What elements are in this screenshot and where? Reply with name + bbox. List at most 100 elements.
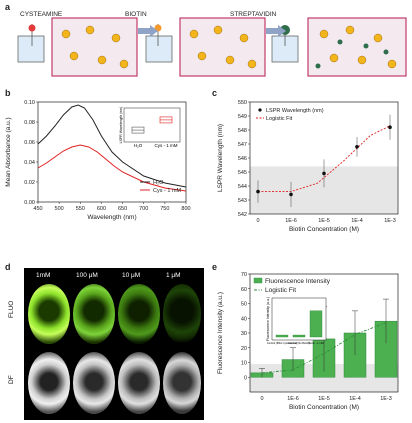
x-tick-label: 1E-5 [318, 218, 330, 224]
fluo-image-1um [163, 284, 201, 344]
y-tick-label: 40 [241, 316, 247, 322]
micrograph-grid: 1mM 100 μM 10 μM 1 μM [24, 268, 204, 420]
legend-entry: Cys - 1 mM [153, 188, 182, 194]
df-image-100um [73, 352, 115, 414]
x-tick-label: 600 [97, 206, 106, 212]
conc-label-1: 1mM [36, 272, 51, 279]
x-axis-label: Wavelength (nm) [87, 214, 136, 221]
inset-frame [123, 107, 181, 143]
inset-category-label: Biotin - 1 mM [308, 341, 323, 345]
series-line-h2o [37, 104, 187, 188]
x-tick-label: 1E-3 [384, 218, 396, 224]
y-axis-label: Fluorescence Intensity (a.u.) [217, 292, 224, 374]
df-image-10um [118, 352, 160, 414]
panel-b-letter: b [5, 88, 11, 98]
logistic-fit-line [258, 125, 391, 193]
y-tick-label: 10 [241, 361, 247, 367]
data-point [355, 145, 359, 149]
data-point [322, 171, 326, 176]
beaker-3 [271, 25, 299, 63]
x-tick-label: 1E-6 [287, 396, 299, 402]
panel-e-letter: e [212, 262, 218, 272]
row-label-fluo: FLUO [8, 300, 15, 318]
x-tick-label: 1E-4 [349, 396, 361, 402]
x-tick-label: 700 [139, 206, 148, 212]
panel-c-letter: c [212, 88, 218, 98]
inset-y-label: LSPR Wavelength (nm) [119, 107, 123, 144]
y-tick-label: 546 [238, 156, 247, 162]
y-tick-label: 0.08 [24, 120, 35, 126]
y-tick-label: 543 [238, 198, 247, 204]
row-label-df: DF [8, 375, 15, 384]
y-tick-label: 70 [241, 272, 247, 278]
x-tick-label: 800 [181, 206, 190, 212]
data-point [256, 189, 260, 194]
y-tick-label: 0.06 [24, 140, 35, 146]
y-tick-label: 60 [241, 287, 247, 293]
y-tick-label: 545 [238, 170, 247, 176]
df-image-1mm [28, 352, 70, 414]
fluo-image-100um [73, 284, 115, 344]
chart-e: 0 10 20 30 40 50 60 70 0 1E-6 1E-5 1E-4 1E-3 Biotin C… [217, 272, 399, 411]
x-tick-label: 1E-6 [285, 218, 297, 224]
chart-b: 450 500 550 600 650 700 750 800 0.00 0.02 0.04 0.06… [5, 100, 191, 221]
conc-label-4: 1 μM [166, 272, 181, 279]
y-tick-label: 544 [238, 184, 247, 190]
y-tick-label: 542 [238, 212, 247, 218]
x-tick-label: 1E-4 [351, 218, 363, 224]
y-tick-label: 0.04 [24, 160, 35, 166]
step-cysteamine-label: CYSTEAMINE [20, 11, 63, 18]
y-tick-label: 20 [241, 346, 247, 352]
x-tick-label: 0 [256, 218, 259, 224]
legend-entry: H₂O [153, 180, 164, 186]
inset-y-label: Fluorescence Intensity (a.u.) [266, 297, 270, 341]
x-tick-label: 750 [160, 206, 169, 212]
inset-category-label: Cys - 1 mM [155, 143, 178, 148]
beaker-2 [145, 24, 173, 63]
x-tick-label: 0 [260, 396, 263, 402]
legend-bar-swatch [253, 277, 263, 284]
data-point [388, 125, 392, 129]
legend-entry: Fluorescence Intensity [265, 278, 331, 285]
y-tick-label: 0.10 [24, 100, 35, 106]
x-tick-label: 1E-3 [380, 396, 392, 402]
y-tick-label: 30 [241, 331, 247, 337]
y-axis-label: LSPR Wavelength (nm) [217, 124, 224, 192]
x-tick-label: 500 [55, 206, 64, 212]
fluo-image-10um [118, 284, 160, 344]
series-line-cys [37, 144, 187, 192]
legend-entry: Logistic Fit [265, 287, 296, 294]
conc-label-3: 10 μM [122, 272, 141, 279]
y-tick-label: 0 [244, 375, 247, 381]
step-biotin-label: BIOTIN [125, 11, 147, 18]
y-tick-label: 0.02 [24, 180, 35, 186]
legend-point-swatch [258, 108, 262, 112]
y-axis-label: Mean Absorbance (a.u.) [5, 117, 12, 186]
plot-frame [37, 101, 187, 203]
legend-entry: LSPR Wavelength (nm) [266, 108, 324, 114]
x-axis-label: Biotin Concentration (M) [289, 226, 359, 233]
step-streptavidin-label: STREPTAVIDIN [230, 11, 277, 18]
x-tick-label: 550 [76, 206, 85, 212]
inset-category-label: Control (No Biotin) [288, 341, 309, 345]
x-axis-label: Biotin Concentration (M) [289, 404, 359, 411]
y-tick-label: 548 [238, 128, 247, 134]
process-arrows [138, 25, 286, 37]
y-tick-label: 0.00 [24, 200, 35, 206]
y-tick-label: 547 [238, 142, 247, 148]
y-tick-label: 549 [238, 114, 247, 120]
nanoparticles [61, 25, 397, 69]
logistic-fit-line [261, 322, 387, 374]
inset-category-label: H₂O [134, 143, 143, 148]
panel-a-letter: a [5, 2, 11, 12]
inset-category-label: Control (BSA Cysteamine) [267, 341, 297, 345]
inset-bar [292, 334, 306, 338]
x-tick-label: 450 [33, 206, 42, 212]
x-tick-label: 650 [118, 206, 127, 212]
inset-bar [275, 334, 289, 338]
panel-d-letter: d [5, 262, 11, 272]
panel-a-schematic: CYSTEAMINE BIOTIN STREPTAVIDIN [17, 11, 407, 77]
legend-entry: Logistic Fit [266, 116, 293, 122]
gel-frame-2 [179, 17, 266, 77]
inset-bar [309, 310, 323, 338]
